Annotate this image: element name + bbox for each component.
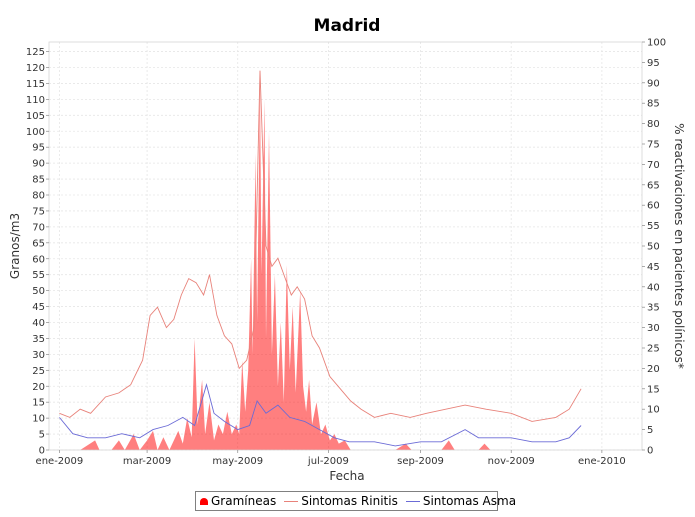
y2-tick-label: 60 [647,201,660,212]
y-tick-label: 30 [32,350,45,361]
y-tick-label: 45 [32,302,45,313]
series-area-0 [59,83,584,451]
y-tick-label: 5 [39,430,45,441]
y-tick-label: 105 [26,111,45,122]
series-line-1 [59,70,582,422]
x-tick-label: jul-2009 [307,456,349,467]
legend-item-gramineas: Gramíneas [200,494,276,508]
plot-area-frame [48,41,643,451]
y-tick-label: 65 [32,238,45,249]
x-axis-ticks: ene-2009 mar-2009 may-2009 jul-2009 sep-2009… [36,450,626,467]
x-tick-label: nov-2009 [488,456,535,467]
y2-tick-label: 50 [647,242,660,253]
y2-tick-label: 70 [647,160,660,171]
y2-tick-label: 5 [647,425,653,436]
y-tick-label: 20 [32,382,45,393]
y2-axis-label: % reactivaciones en pacientes polínicos* [672,123,686,369]
y2-tick-label: 40 [647,282,660,293]
legend: Gramíneas Sintomas Rinitis Sintomas Asma [195,491,516,511]
y-tick-label: 50 [32,286,45,297]
y-tick-label: 0 [39,446,45,457]
x-tick-label: ene-2009 [36,456,84,467]
y-tick-label: 90 [32,159,45,170]
y-tick-label: 35 [32,334,45,345]
x-axis-label: Fecha [329,469,364,483]
y-tick-label: 100 [26,127,45,138]
y2-tick-label: 55 [647,221,660,232]
legend-swatch-gramineas [200,497,208,505]
y2-tick-label: 45 [647,262,660,273]
y-tick-label: 115 [26,79,45,90]
y-tick-label: 10 [32,414,45,425]
y-tick-label: 110 [26,95,45,106]
y2-tick-label: 75 [647,140,660,151]
y-tick-label: 70 [32,222,45,233]
y-tick-label: 120 [26,63,45,74]
y-tick-label: 25 [32,366,45,377]
y2-tick-label: 25 [647,344,660,355]
y2-tick-label: 35 [647,303,660,314]
y2-tick-label: 0 [647,446,653,457]
y-axis-label: Granos/m3 [8,213,22,279]
y-tick-label: 85 [32,175,45,186]
legend-item-asma: Sintomas Asma [405,494,517,508]
legend-label-gramineas: Gramíneas [211,494,277,508]
x-tick-label: sep-2009 [397,456,444,467]
y2-tick-label: 100 [647,38,666,49]
y2-tick-label: 15 [647,384,660,395]
x-tick-label: may-2009 [212,456,263,467]
legend-label-rinitis: Sintomas Rinitis [301,494,398,508]
series-line-2 [59,383,582,447]
y-tick-label: 75 [32,206,45,217]
chart-title: Madrid [314,16,381,36]
y2-tick-label: 90 [647,78,660,89]
y2-tick-label: 95 [647,58,660,69]
y-tick-label: 60 [32,254,45,265]
y-tick-label: 125 [26,47,45,58]
y-tick-label: 15 [32,398,45,409]
y2-tick-label: 20 [647,364,660,375]
plot-marks [59,70,584,451]
y2-tick-label: 80 [647,119,660,130]
y-axis-ticks: 0 5 10 15 20 25 30 35 40 45 50 55 60 65 70 75 80 85 90 95 10… [26,47,49,457]
y-tick-label: 40 [32,318,45,329]
x-tick-label: ene-2010 [578,456,626,467]
y2-axis-ticks: 0 5 10 15 20 25 30 35 40 45 50 55 60 65 70 75 80 85 90 95 10… [642,38,666,457]
y-tick-label: 55 [32,270,45,281]
grid-lines [49,42,642,451]
y2-tick-label: 10 [647,405,660,416]
legend-item-rinitis: Sintomas Rinitis [284,494,398,508]
y2-tick-label: 85 [647,99,660,110]
y-tick-label: 80 [32,191,45,202]
y2-tick-label: 65 [647,180,660,191]
y2-tick-label: 30 [647,323,660,334]
y-tick-label: 95 [32,143,45,154]
legend-swatch-rinitis [284,500,299,502]
legend-label-asma: Sintomas Asma [422,494,517,508]
x-tick-label: mar-2009 [123,456,171,467]
legend-swatch-asma [405,500,420,502]
